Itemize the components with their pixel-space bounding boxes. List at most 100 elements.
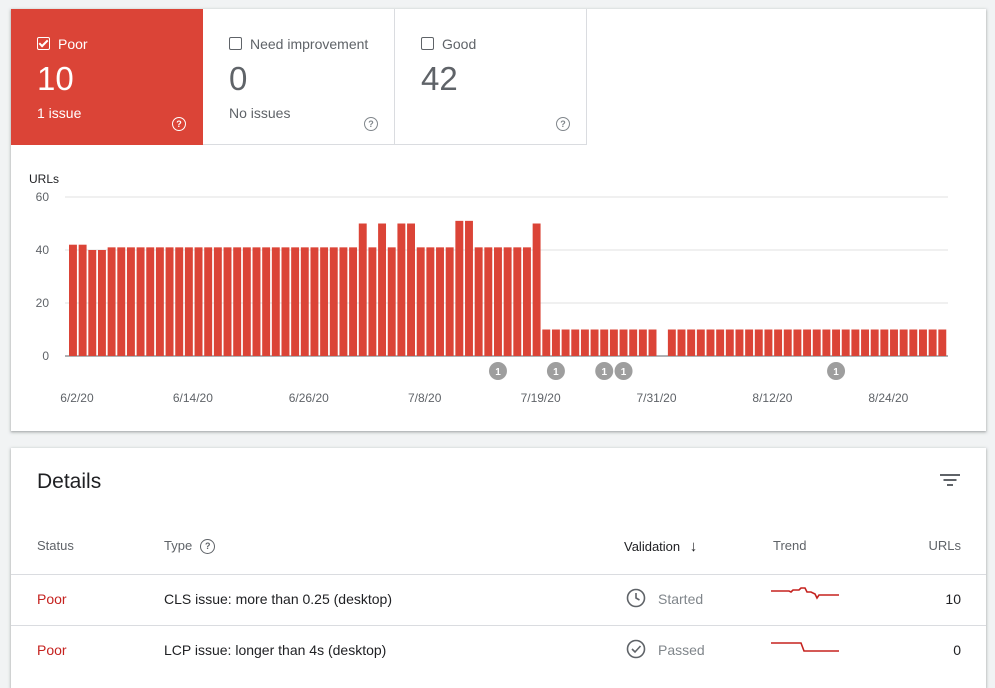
bar	[696, 329, 705, 356]
bar	[349, 247, 358, 356]
annotation-label: 1	[621, 367, 627, 378]
bar	[619, 329, 628, 356]
bar	[126, 247, 135, 356]
y-tick-label: 0	[42, 349, 49, 363]
x-tick-label: 6/26/20	[289, 391, 329, 405]
bar	[88, 250, 97, 356]
bar	[194, 247, 203, 356]
bar	[484, 247, 493, 356]
y-tick-label: 20	[36, 296, 50, 310]
tile-count: 42	[421, 60, 458, 97]
bar	[291, 247, 300, 356]
bar	[803, 329, 812, 356]
bar	[397, 223, 406, 356]
annotation-marker	[614, 362, 633, 380]
column-header-type[interactable]: Type?	[164, 538, 216, 555]
bar	[271, 247, 280, 356]
column-header-validation[interactable]: Validation ↓	[624, 538, 697, 555]
bar	[832, 329, 841, 356]
annotation-label: 1	[553, 367, 559, 378]
bar	[358, 223, 367, 356]
help-icon[interactable]: ?	[556, 117, 570, 131]
y-tick-label: 40	[36, 243, 50, 257]
annotation-label: 1	[601, 367, 607, 378]
details-card: Details Status Type? Validation ↓ Trend …	[11, 448, 986, 688]
bar	[542, 329, 551, 356]
details-title: Details	[37, 470, 102, 493]
bar	[774, 329, 783, 356]
column-header-urls[interactable]: URLs	[928, 538, 961, 553]
bar	[571, 329, 580, 356]
status-cell: Poor	[37, 591, 67, 607]
type-cell: LCP issue: longer than 4s (desktop)	[164, 642, 387, 658]
bar	[165, 247, 174, 356]
bar	[706, 329, 715, 356]
help-icon[interactable]: ?	[172, 117, 186, 131]
bar	[648, 329, 657, 356]
bar	[107, 247, 116, 356]
table-row[interactable]: Poor CLS issue: more than 0.25 (desktop)…	[11, 574, 986, 626]
annotation-label: 1	[495, 367, 501, 378]
check-circle-icon	[626, 639, 646, 659]
tile-sub: No issues	[229, 105, 291, 121]
bar	[561, 329, 570, 356]
bar	[281, 247, 290, 356]
bar	[880, 329, 889, 356]
bar	[783, 329, 792, 356]
checkbox-icon[interactable]	[229, 37, 242, 50]
checkbox-checked-icon[interactable]	[37, 37, 50, 50]
bar	[513, 247, 522, 356]
bar	[890, 329, 898, 356]
x-tick-label: 7/8/20	[408, 391, 442, 405]
bar	[436, 247, 444, 356]
bar	[465, 220, 473, 356]
bar	[687, 329, 696, 356]
column-header-type-label: Type	[164, 538, 193, 553]
tile-poor[interactable]: Poor 10 1 issue ?	[11, 9, 203, 145]
bar	[667, 329, 676, 356]
bar	[378, 223, 387, 356]
bar	[474, 247, 483, 356]
bar	[609, 329, 618, 356]
bar	[580, 329, 589, 356]
tile-label: Need improvement	[250, 36, 369, 52]
tile-label: Poor	[58, 36, 88, 52]
tile-good[interactable]: Good 42 ?	[395, 9, 587, 145]
bar	[455, 220, 464, 356]
annotation-marker	[488, 362, 507, 380]
bar	[117, 247, 126, 356]
bar	[861, 329, 869, 356]
bar	[184, 247, 193, 356]
bar	[909, 329, 918, 356]
column-header-status[interactable]: Status	[37, 538, 74, 553]
tile-need-improvement[interactable]: Need improvement 0 No issues ?	[203, 9, 395, 145]
bar	[175, 247, 184, 356]
bar	[69, 244, 77, 356]
column-header-validation-label: Validation	[624, 539, 681, 554]
bar	[764, 329, 773, 356]
checkbox-icon[interactable]	[421, 37, 434, 50]
bar	[638, 329, 647, 356]
bar	[754, 329, 763, 356]
tile-count: 10	[37, 60, 74, 97]
urls-bar-chart: URLs 60 40 20 0 1 1 1 1 1 6/2/20 6/14/20 6/26/20 7/8/…	[29, 172, 948, 405]
bar	[223, 247, 232, 356]
bar	[841, 329, 850, 356]
bar	[494, 247, 502, 356]
status-summary-card: Poor 10 1 issue ? Need improvement 0 No …	[11, 9, 986, 431]
bar	[590, 329, 599, 356]
bar	[851, 329, 860, 356]
column-header-trend[interactable]: Trend	[773, 538, 807, 553]
annotation-marker	[546, 362, 565, 380]
bar	[329, 247, 338, 356]
bar	[445, 247, 454, 356]
annotation-marker	[595, 362, 614, 380]
help-icon[interactable]: ?	[364, 117, 378, 131]
annotation-marker	[827, 362, 846, 380]
sort-arrow-down-icon: ↓	[689, 538, 698, 555]
filter-icon[interactable]	[940, 472, 960, 488]
table-row[interactable]: Poor LCP issue: longer than 4s (desktop)…	[11, 625, 986, 677]
bar	[310, 247, 319, 356]
bar	[78, 244, 87, 356]
help-icon[interactable]: ?	[200, 539, 216, 555]
